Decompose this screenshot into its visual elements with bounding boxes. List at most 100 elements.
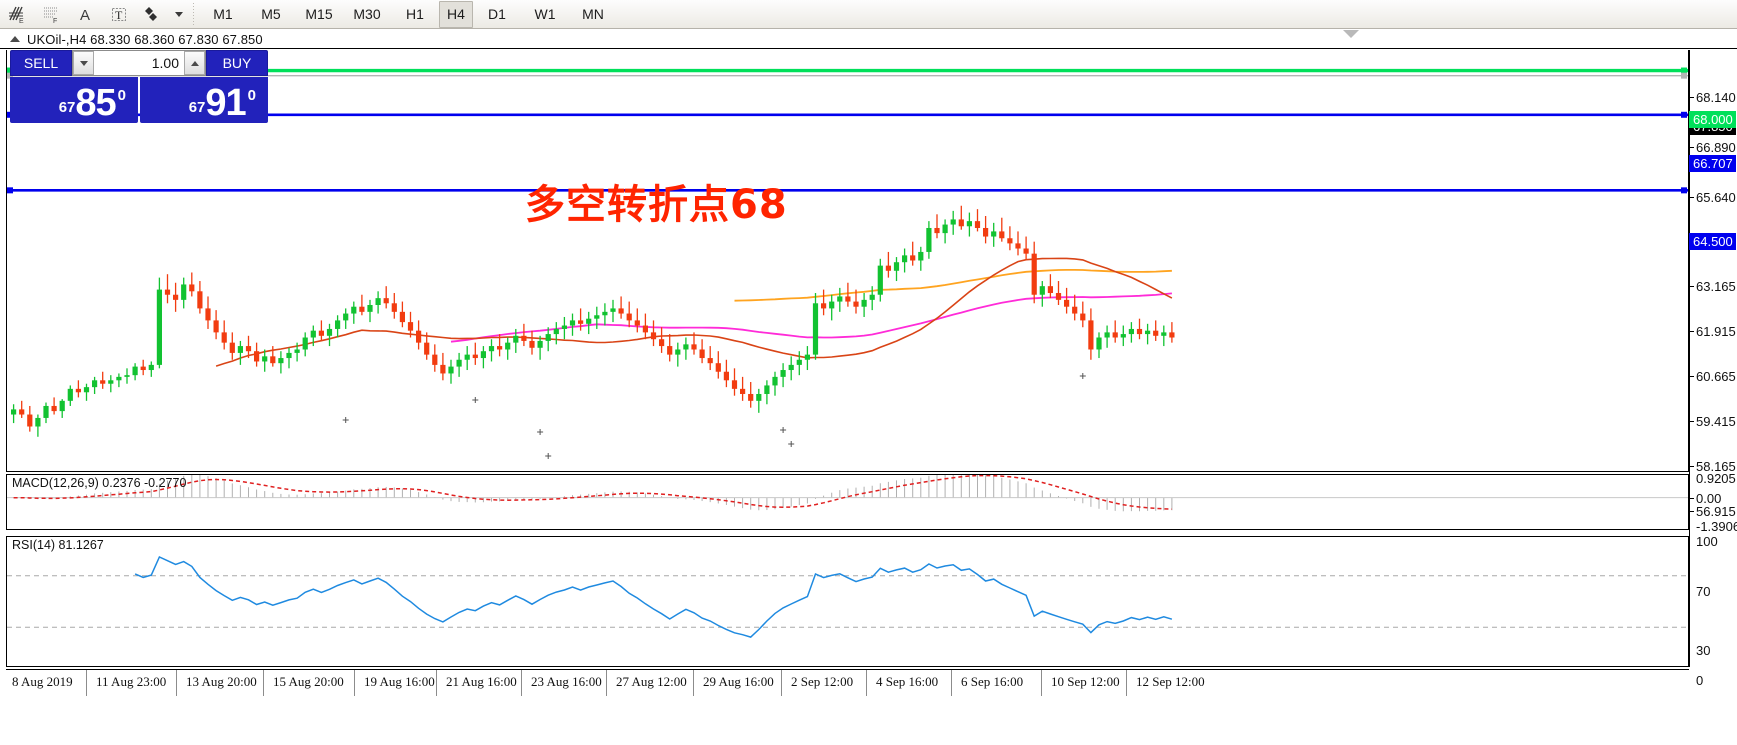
time-separator-12 bbox=[1041, 670, 1042, 696]
price-tick-58-165: 58.165 bbox=[1689, 458, 1736, 474]
price-tag-68-000: 68.000 bbox=[1689, 111, 1736, 128]
volume-stepper[interactable]: 1.00 bbox=[72, 50, 206, 76]
macd-signal-line bbox=[13, 475, 1172, 510]
volume-increase-button[interactable] bbox=[184, 51, 205, 75]
time-label-3: 15 Aug 20:00 bbox=[273, 674, 344, 689]
timeframe-m5[interactable]: M5 bbox=[261, 6, 281, 22]
time-label-7: 27 Aug 12:00 bbox=[616, 674, 687, 689]
text-box-icon[interactable]: T bbox=[102, 1, 136, 28]
price-tag-66-707: 66.707 bbox=[1689, 155, 1736, 172]
macd-pane[interactable] bbox=[6, 474, 1689, 530]
time-separator-2 bbox=[176, 670, 177, 696]
chart-marker bbox=[1079, 373, 1086, 379]
svg-text:E: E bbox=[19, 18, 24, 24]
buy-button[interactable]: BUY bbox=[206, 50, 268, 76]
svg-text:F: F bbox=[53, 18, 57, 24]
scale-axis-line bbox=[1689, 50, 1690, 667]
sell-price-main: 85 bbox=[75, 82, 116, 124]
price-scale[interactable]: 68.140 66.890 65.640 63.165 61.915 60.665 59.4… bbox=[1689, 50, 1737, 688]
time-label-9: 2 Sep 12:00 bbox=[791, 674, 854, 689]
time-axis: 8 Aug 2019 11 Aug 23:00 13 Aug 20:00 15 Aug… bbox=[6, 669, 1689, 696]
timeframe-h4[interactable]: H4 bbox=[439, 0, 473, 28]
chart-area: MACD(12,26,9) 0.2376 -0.2770 RSI(14) 81.… bbox=[0, 50, 1737, 745]
sell-price-prefix: 67 bbox=[58, 99, 76, 116]
macd-title: MACD(12,26,9) 0.2376 -0.2770 bbox=[12, 476, 187, 490]
rsi-title: RSI(14) 81.1267 bbox=[12, 538, 104, 552]
main-toolbar: E F A T M1 M5 M15 M30 H1 H4 D1 W1 bbox=[0, 0, 1737, 29]
price-tick-59-415: 59.415 bbox=[1689, 413, 1736, 429]
buy-price-main: 91 bbox=[205, 82, 246, 124]
price-tick-68-140: 68.140 bbox=[1689, 89, 1736, 105]
price-tick-63-165: 63.165 bbox=[1689, 278, 1736, 294]
crosshair-grid-icon[interactable]: F bbox=[34, 1, 68, 28]
text-label-icon[interactable]: A bbox=[68, 1, 102, 28]
chart-marker bbox=[788, 441, 795, 447]
ask-line-handle-right bbox=[1681, 72, 1687, 79]
svg-text:T: T bbox=[115, 8, 123, 22]
chart-marker bbox=[342, 417, 349, 423]
timeframe-d1[interactable]: D1 bbox=[488, 6, 506, 22]
time-label-2: 13 Aug 20:00 bbox=[186, 674, 257, 689]
symbol-ohlc-label: UKOil-,H4 68.330 68.360 67.830 67.850 bbox=[27, 31, 263, 47]
ma-magenta-line bbox=[450, 292, 1172, 343]
chart-marker bbox=[537, 429, 544, 435]
indicators-icon[interactable]: E bbox=[0, 1, 34, 28]
time-label-12: 10 Sep 12:00 bbox=[1051, 674, 1120, 689]
chart-marker bbox=[472, 397, 479, 403]
bid-line-handle-right bbox=[1681, 67, 1687, 74]
price-tick-56-915: 56.915 bbox=[1689, 503, 1736, 519]
price-tick-66-890: 66.890 bbox=[1689, 139, 1736, 155]
timeframe-m15[interactable]: M15 bbox=[305, 6, 333, 22]
macd-tick-000: 0.00 bbox=[1689, 490, 1721, 506]
quotes-row: 67 85 0 67 91 0 bbox=[10, 77, 268, 123]
chevron-down-icon[interactable] bbox=[1343, 30, 1359, 38]
objects-icon[interactable] bbox=[136, 1, 170, 28]
time-separator-13 bbox=[1126, 670, 1127, 696]
symbol-bar: UKOil-,H4 68.330 68.360 67.830 67.850 bbox=[0, 30, 1737, 49]
volume-input[interactable]: 1.00 bbox=[94, 51, 184, 75]
volume-decrease-button[interactable] bbox=[73, 51, 94, 75]
buy-price-fraction: 0 bbox=[247, 87, 256, 104]
time-label-1: 11 Aug 23:00 bbox=[96, 674, 167, 689]
level-line-64500-handle bbox=[7, 187, 13, 194]
level-line-64500-handle-right bbox=[1681, 187, 1687, 194]
collapse-icon[interactable] bbox=[10, 36, 20, 42]
time-separator-8 bbox=[693, 670, 694, 696]
macd-tick-13906: -1.3906 bbox=[1696, 519, 1737, 535]
price-tick-65-640: 65.640 bbox=[1689, 189, 1736, 205]
candlestick-series bbox=[11, 205, 1175, 437]
svg-text:A: A bbox=[80, 7, 90, 24]
time-separator-10 bbox=[866, 670, 867, 696]
timeframe-m1[interactable]: M1 bbox=[213, 6, 233, 22]
buy-price-display[interactable]: 67 91 0 bbox=[140, 77, 268, 123]
time-label-0: 8 Aug 2019 bbox=[12, 674, 73, 689]
chart-marker bbox=[780, 427, 787, 433]
timeframe-mn[interactable]: MN bbox=[582, 6, 604, 22]
time-label-6: 23 Aug 16:00 bbox=[531, 674, 602, 689]
objects-dropdown-icon[interactable] bbox=[170, 1, 188, 28]
sell-button[interactable]: SELL bbox=[10, 50, 72, 76]
time-separator-11 bbox=[951, 670, 952, 696]
one-click-trading-panel[interactable]: SELL 1.00 BUY 67 85 0 67 91 0 bbox=[10, 50, 268, 123]
timeframe-m30[interactable]: M30 bbox=[353, 6, 381, 22]
timeframe-w1[interactable]: W1 bbox=[534, 6, 556, 22]
macd-tick-09205: 0.9205 bbox=[1696, 471, 1736, 487]
price-tick-60-665: 60.665 bbox=[1689, 368, 1736, 384]
sell-price-display[interactable]: 67 85 0 bbox=[10, 77, 138, 123]
time-separator-3 bbox=[263, 670, 264, 696]
time-separator-1 bbox=[86, 670, 87, 696]
rsi-pane[interactable] bbox=[6, 536, 1689, 667]
price-pane[interactable] bbox=[6, 50, 1689, 472]
chart-annotation: 多空转折点68 bbox=[525, 182, 788, 228]
ma-orange-line bbox=[734, 269, 1172, 302]
rsi-line bbox=[134, 556, 1173, 638]
time-separator-4 bbox=[354, 670, 355, 696]
timeframe-h1[interactable]: H1 bbox=[406, 6, 424, 22]
time-separator-7 bbox=[606, 670, 607, 696]
sell-price-fraction: 0 bbox=[117, 87, 126, 104]
time-label-5: 21 Aug 16:00 bbox=[446, 674, 517, 689]
toolbar-divider bbox=[193, 3, 194, 25]
rsi-tick-70: 70 bbox=[1696, 584, 1711, 600]
time-label-13: 12 Sep 12:00 bbox=[1136, 674, 1205, 689]
time-separator-6 bbox=[521, 670, 522, 696]
